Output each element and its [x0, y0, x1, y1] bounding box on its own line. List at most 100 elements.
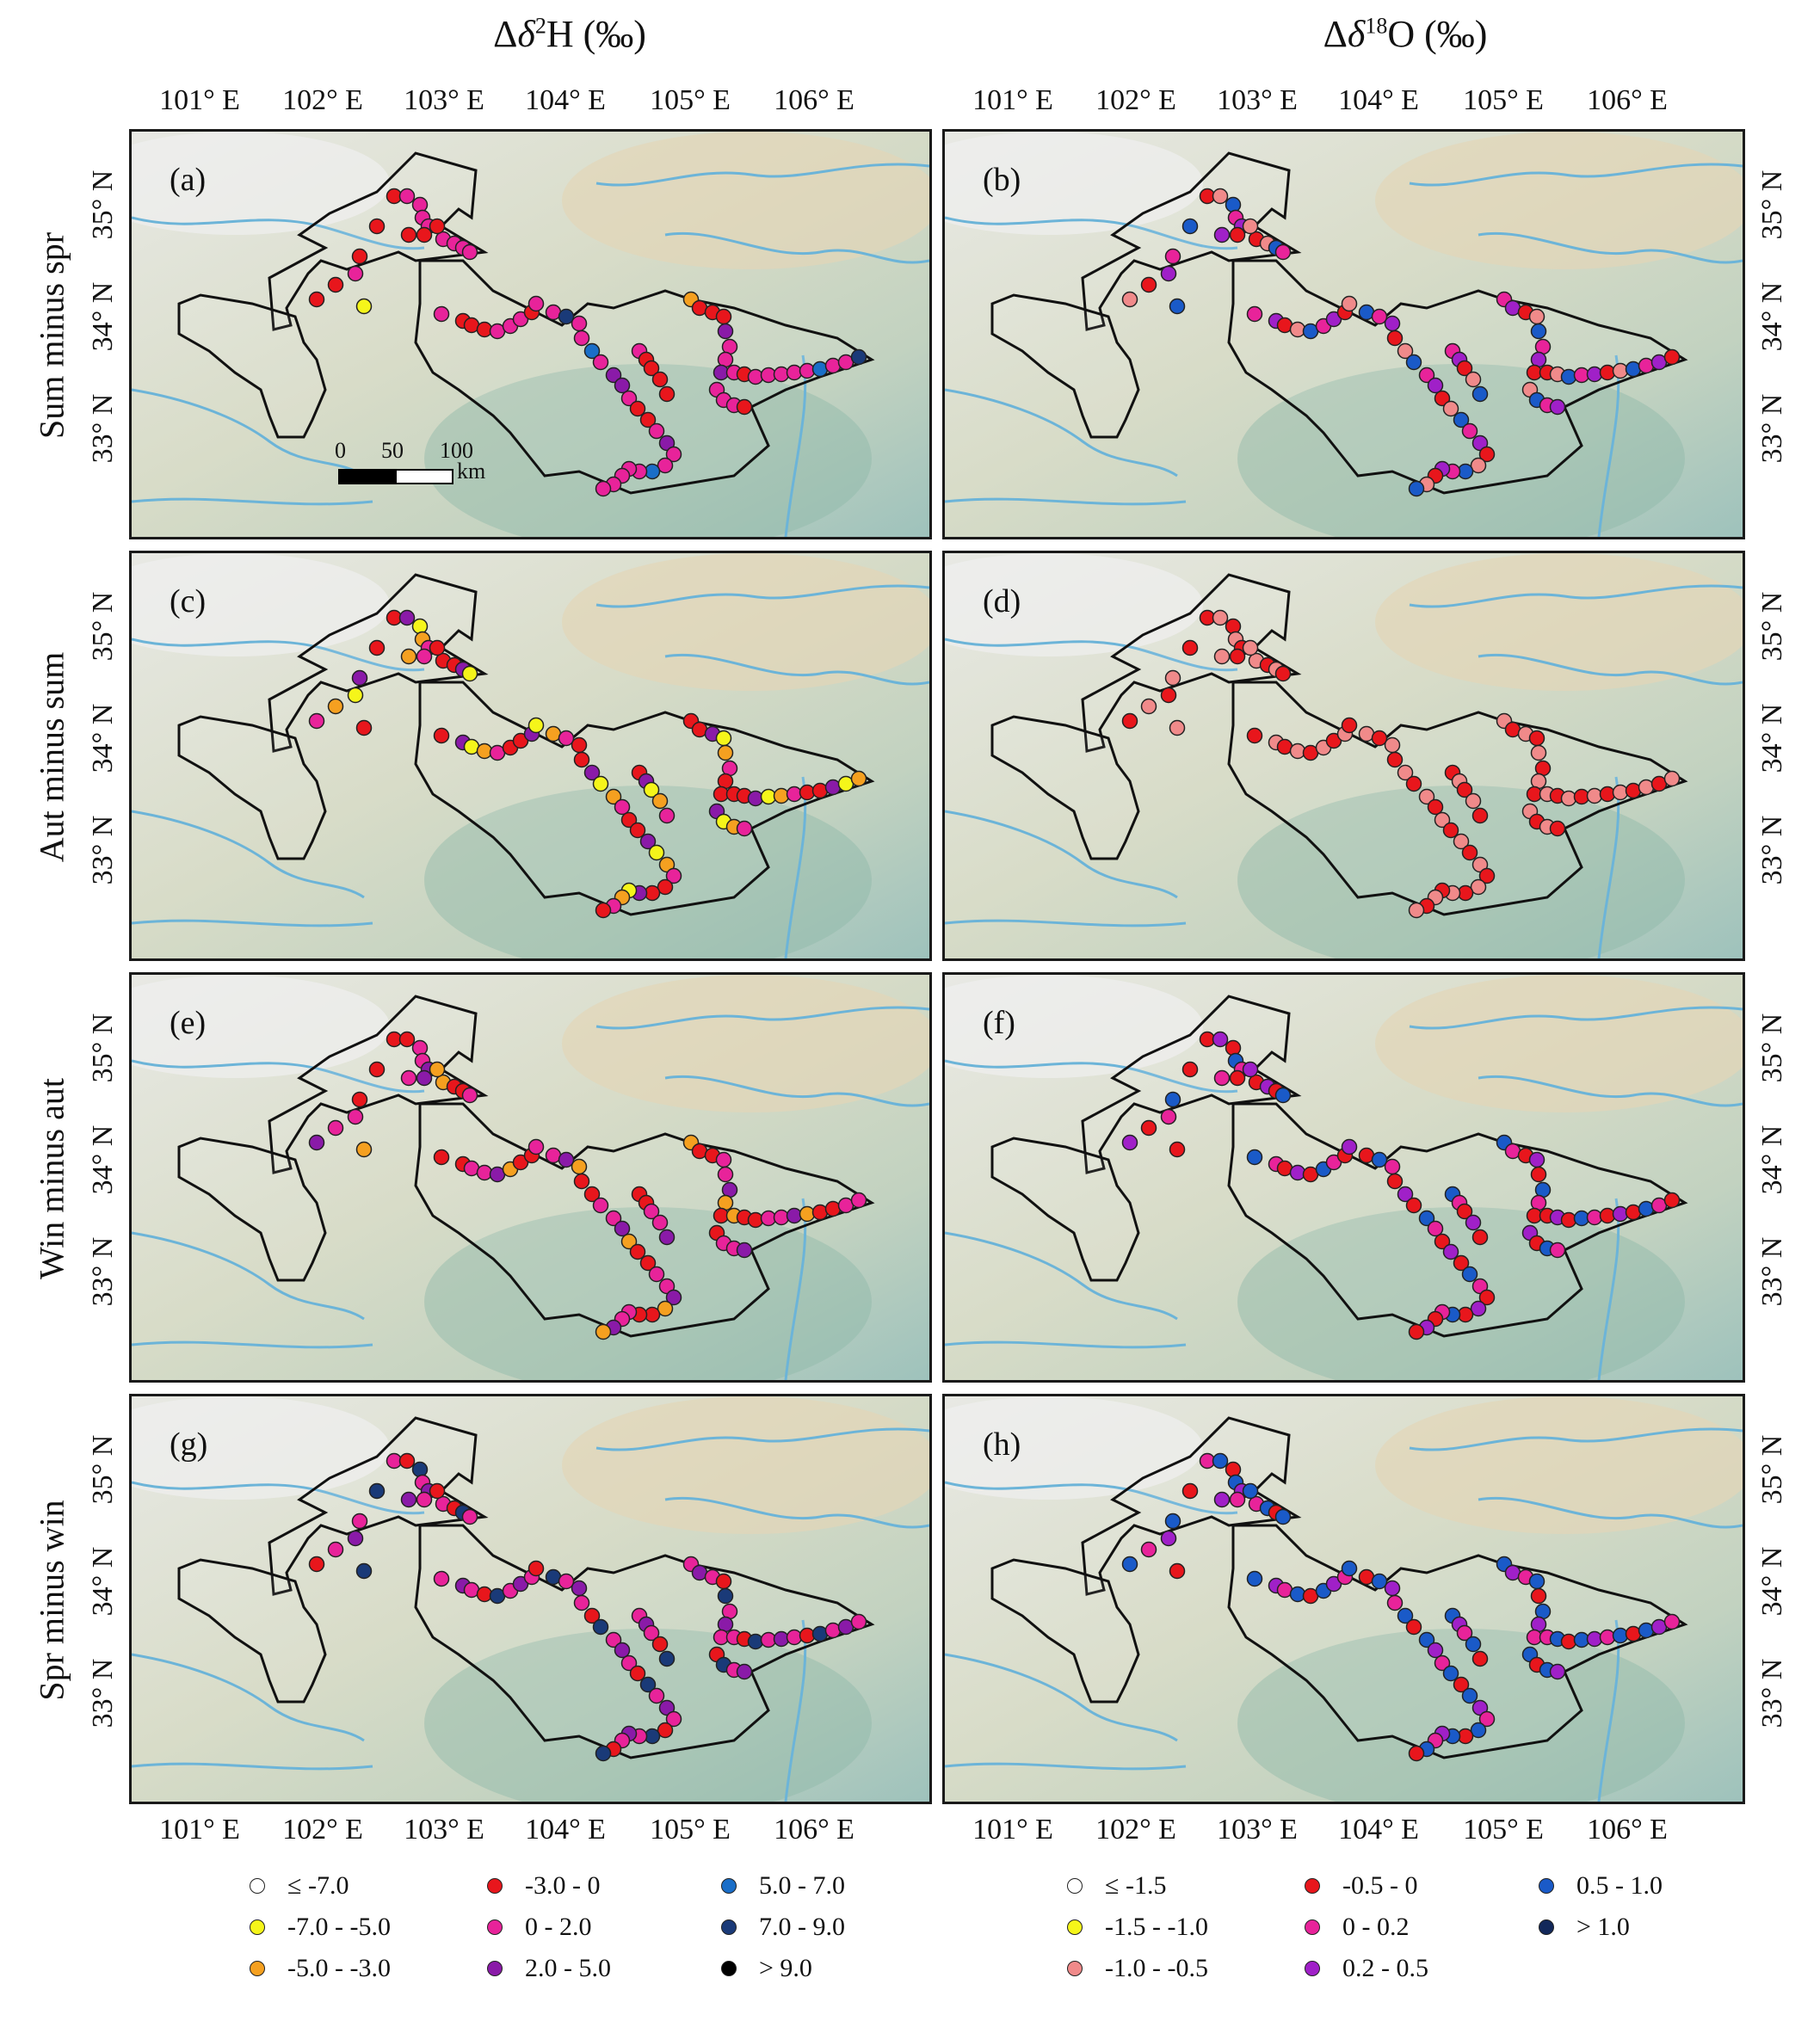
sampling-station-point: [351, 248, 368, 265]
sampling-station-point: [620, 1233, 638, 1250]
sampling-station-point: [1212, 609, 1229, 626]
panel-label-c: (c): [170, 583, 207, 619]
x-tick-label: 106° E: [774, 84, 854, 116]
sampling-station-point: [824, 357, 842, 374]
sampling-station-point: [1408, 1323, 1425, 1340]
x-tick-label: 102° E: [1095, 84, 1176, 116]
basin-boundary: [268, 573, 489, 753]
sampling-station-point: [1599, 786, 1616, 803]
panel-label-a: (a): [170, 162, 207, 198]
sampling-station-point: [1140, 698, 1157, 715]
sampling-station-point: [1274, 665, 1292, 682]
sampling-station-point: [850, 1192, 867, 1209]
sampling-station-point: [347, 1108, 364, 1125]
legend-swatch: [250, 1919, 265, 1935]
sampling-station-point: [1461, 1266, 1478, 1283]
sampling-station-point: [400, 1069, 417, 1087]
scale-label-0: 0: [335, 438, 346, 463]
sampling-station-point: [1408, 1745, 1425, 1762]
sampling-station-point: [571, 736, 588, 754]
x-tick-label: 106° E: [1587, 84, 1668, 116]
legend-item: 5.0 - 7.0: [721, 1871, 845, 1901]
sampling-station-point: [583, 764, 601, 781]
sampling-station-point: [614, 1642, 631, 1659]
legend-item: 0.5 - 1.0: [1539, 1871, 1663, 1901]
sampling-station-point: [308, 291, 325, 308]
sampling-station-point: [1164, 1513, 1181, 1530]
sampling-station-point: [1213, 226, 1231, 243]
sampling-station-point: [1663, 770, 1681, 787]
y-tick-label: 35° N: [1756, 1013, 1788, 1083]
basin-boundary: [1081, 151, 1302, 331]
sampling-station-point: [1371, 730, 1388, 747]
mountain-area: [1237, 786, 1685, 958]
basin-boundary: [268, 151, 489, 331]
x-tick-label: 102° E: [282, 84, 363, 116]
sampling-station-point: [1625, 1204, 1642, 1221]
sampling-station-point: [1121, 1556, 1138, 1573]
sampling-station-point: [620, 811, 638, 829]
x-tick-label: 105° E: [650, 84, 731, 116]
river-line: [1409, 1427, 1743, 1451]
legend-label: ≤ -1.5: [1105, 1871, 1167, 1900]
sampling-station-point: [773, 1630, 790, 1648]
sampling-station-point: [639, 833, 657, 850]
sampling-station-point: [1453, 833, 1470, 850]
sampling-station-point: [1586, 1209, 1603, 1226]
x-tick-label: 105° E: [1463, 1814, 1544, 1845]
sampling-station-point: [1638, 1622, 1655, 1639]
river-line: [664, 1496, 929, 1529]
legend-swatch: [1539, 1919, 1554, 1935]
river-line: [132, 1340, 373, 1349]
sampling-station-point: [351, 669, 368, 687]
map-panel-d: (d): [942, 551, 1745, 961]
legend-swatch: [1067, 1878, 1083, 1894]
basin-boundary: [177, 293, 327, 439]
sampling-station-point: [1470, 878, 1487, 896]
sampling-station-point: [1169, 1562, 1186, 1580]
river-line: [945, 1059, 1238, 1094]
sampling-station-point: [799, 784, 816, 801]
legend-item: > 9.0: [721, 1954, 812, 1983]
y-tick-label: 35° N: [1756, 169, 1788, 240]
legend-label: 2.0 - 5.0: [525, 1954, 611, 1982]
sampling-station-point: [1181, 1482, 1199, 1500]
sampling-station-point: [1164, 248, 1181, 265]
sampling-station-point: [1246, 305, 1263, 323]
y-tick-label: 34° N: [87, 281, 119, 352]
river-line: [945, 1340, 1187, 1349]
panel-label-f: (f): [983, 1005, 1015, 1041]
sampling-station-point: [416, 226, 433, 243]
sampling-station-point: [605, 367, 622, 384]
river-line: [132, 388, 365, 478]
sampling-station-point: [1549, 398, 1566, 416]
sampling-station-point: [1427, 1220, 1444, 1237]
sampling-station-point: [1121, 712, 1138, 730]
plateau-area: [562, 132, 929, 269]
river-line: [945, 1481, 1238, 1515]
sampling-station-point: [1386, 751, 1404, 768]
sampling-station-point: [1663, 348, 1681, 366]
sampling-station-point: [351, 1513, 368, 1530]
sampling-station-point: [648, 844, 665, 861]
river-line: [945, 497, 1187, 506]
sampling-station-point: [657, 1300, 674, 1317]
legend-label: -0.5 - 0: [1342, 1871, 1418, 1900]
sampling-station-point: [799, 362, 816, 379]
sampling-station-point: [1638, 779, 1655, 796]
y-tick-label: 35° N: [87, 169, 119, 240]
panel-label-g: (g): [170, 1426, 208, 1463]
sampling-station-point: [398, 188, 416, 205]
sampling-station-point: [605, 1631, 622, 1648]
river-line: [945, 638, 1238, 672]
sampling-station-point: [1405, 354, 1422, 371]
sampling-station-point: [715, 1573, 732, 1590]
sampling-station-point: [595, 1323, 612, 1340]
legend-label: 0.2 - 0.5: [1342, 1954, 1428, 1982]
legend-label: -7.0 - -5.0: [287, 1913, 391, 1941]
sampling-station-point: [658, 385, 676, 403]
map-panel-f: (f): [942, 972, 1745, 1383]
sampling-station-point: [1638, 1200, 1655, 1217]
y-tick-label: 33° N: [1756, 1236, 1788, 1307]
sampling-station-point: [786, 786, 803, 803]
